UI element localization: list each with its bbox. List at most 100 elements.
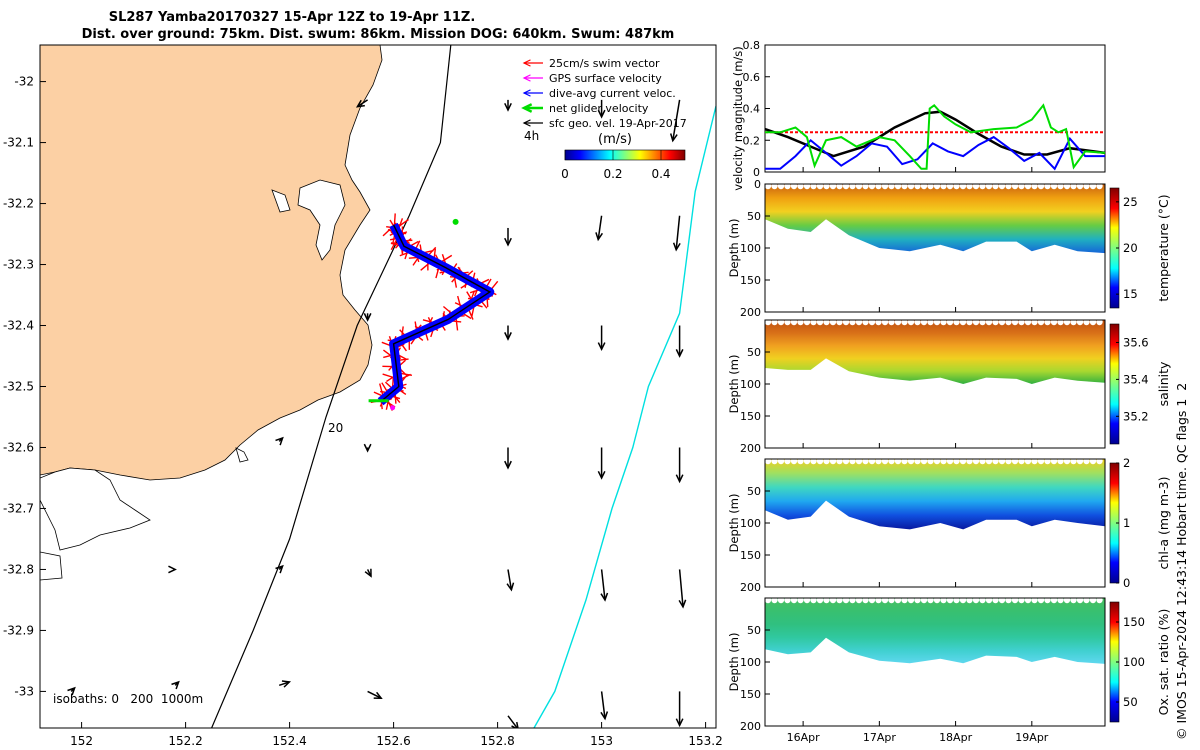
geo-vector <box>672 99 681 141</box>
map-ytick-label: -32.3 <box>3 258 34 272</box>
geo-vector-head <box>504 103 512 112</box>
map-ytick-label: -32.5 <box>3 380 34 394</box>
geo-vector-head <box>504 460 512 470</box>
cb-tick-label: 150 <box>1123 615 1145 629</box>
map-xtick-label: 152.2 <box>168 734 202 748</box>
legend-label: net glider velocity <box>549 102 649 115</box>
geo-vector-head <box>597 109 606 119</box>
vel-ytick-label: 0.8 <box>743 39 761 52</box>
map-xtick-label: 152.6 <box>376 734 410 748</box>
velocity-series-line <box>765 103 1106 170</box>
profile-ylabel: Depth (m) <box>727 494 741 553</box>
vel-ytick-label: 0.4 <box>743 103 761 116</box>
map-ytick-label: -32.9 <box>3 623 34 637</box>
cb-tick-label: 0 <box>1123 576 1130 590</box>
geo-vector <box>278 681 290 687</box>
map-legend: 25cm/s swim vector GPS surface velocity di… <box>521 57 687 130</box>
vel-ylabel: velocity magnitude (m/s) <box>731 46 745 191</box>
map-ytick-label: -32.1 <box>3 136 34 150</box>
profile-ylabel: Depth (m) <box>727 219 741 278</box>
geo-vector-head <box>600 711 609 721</box>
map-panel: 152 152.2 152.4 152.6 152.8 153 153.2 -32 -32.1 -… <box>3 44 723 748</box>
geo-vector-head <box>275 436 284 446</box>
geo-vector-head <box>597 342 606 352</box>
geo-vector-head <box>600 592 609 602</box>
profile-ytick-label: 200 <box>740 442 761 455</box>
profile-ytick-label: 100 <box>740 517 761 530</box>
vel-ytick-label: 0.2 <box>743 134 761 147</box>
profile-ytick-label: 100 <box>740 656 761 669</box>
geo-vector-head <box>675 718 684 728</box>
cb-tick-label: 1 <box>1123 516 1130 530</box>
profile-ytick-label: 50 <box>747 624 761 637</box>
geo-vector-head <box>504 332 512 341</box>
colorbar-label: (m/s) <box>598 132 632 147</box>
geo-vector-head <box>171 680 180 690</box>
colorbar-label: Ox. sat. ratio (%) <box>1156 609 1171 716</box>
profile-colorbar <box>1109 323 1120 445</box>
legend-arrow-head <box>522 59 531 67</box>
legend-label: 25cm/s swim vector <box>549 57 660 70</box>
map-ytick-label: -32.6 <box>3 440 34 454</box>
colorbar-label: chl-a (mg m-3) <box>1156 477 1171 570</box>
vel-ytick-label: 0.6 <box>743 71 761 84</box>
profile-fill <box>765 459 1105 530</box>
track-end-marker <box>452 218 459 225</box>
profile-ytick-label: 150 <box>740 274 761 287</box>
cb-tick-label: 100 <box>1123 655 1145 669</box>
map-cb-tick-label: 0 <box>561 167 569 181</box>
geo-vector-head <box>595 232 604 242</box>
profile-ytick-label: 200 <box>740 720 761 733</box>
profile-ytick-label: 150 <box>740 688 761 701</box>
oxygen-panel: 50 100 150 200 Depth (m) 50 100 150 Ox. sat. rat… <box>727 596 1171 744</box>
colorbar-label: salinity <box>1156 361 1171 406</box>
velocity-series-line <box>765 135 1105 171</box>
gps-marker <box>390 405 396 411</box>
profile-ytick-label: 50 <box>747 210 761 223</box>
depth-annotation: 20 <box>328 421 343 435</box>
isobath-1000 <box>533 105 716 728</box>
geo-vector <box>600 569 606 601</box>
profile-fill <box>765 598 1105 664</box>
cb-tick-label: 35.4 <box>1123 372 1149 386</box>
legend-label: GPS surface velocity <box>549 72 662 85</box>
profile-ytick-label: 150 <box>740 410 761 423</box>
chla-panel: 50 100 150 200 Depth (m) 0 1 2 chl-a (mg m-3) <box>727 456 1171 594</box>
geo-vector-head <box>597 471 606 480</box>
profile-ytick-label: 0 <box>754 178 761 191</box>
colorbar-label: temperature (°C) <box>1156 194 1171 301</box>
cb-tick-label: 35.6 <box>1123 335 1149 349</box>
geo-vector-head <box>511 721 519 728</box>
isobath-200 <box>211 45 452 728</box>
isobath-1000-line <box>533 105 716 728</box>
swim-vector <box>393 213 396 227</box>
map-xtick-label: 152.8 <box>480 734 514 748</box>
title-line-2: Dist. over ground: 75km. Dist. swum: 86k… <box>82 27 675 42</box>
profile-fill <box>765 184 1105 254</box>
legend-arrow-head <box>521 103 533 113</box>
map-ytick-label: -32.2 <box>3 197 34 211</box>
cb-tick-label: 50 <box>1123 695 1138 709</box>
profile-ytick-label: 100 <box>740 242 761 255</box>
geo-vector <box>507 569 513 590</box>
geo-vector-head <box>672 242 681 252</box>
map-ytick-label: -32.7 <box>3 501 34 515</box>
geo-vector-head <box>67 686 76 696</box>
geo-vector-head <box>504 237 512 247</box>
salinity-panel: 50 100 150 200 Depth (m) 35.2 35.4 35.6 salinity <box>727 318 1171 455</box>
profile-ytick-label: 150 <box>740 549 761 562</box>
geo-vector <box>507 715 519 728</box>
legend-extra-4h: 4h <box>524 129 539 143</box>
land-mass <box>40 45 383 481</box>
cb-tick-label: 15 <box>1123 287 1138 301</box>
geo-vector-head <box>373 691 383 699</box>
map-xtick-label: 152.4 <box>272 734 306 748</box>
copyright-text: © IMOS 15-Apr-2024 12:43:14 Hobart time.… <box>1174 383 1189 740</box>
geo-vector-head <box>363 313 372 322</box>
legend-label: sfc geo. vel. 19-Apr-2017 <box>549 117 687 130</box>
geo-vector <box>678 569 684 607</box>
map-ytick-label: -32.4 <box>3 319 34 333</box>
geo-vector-head <box>675 474 684 484</box>
